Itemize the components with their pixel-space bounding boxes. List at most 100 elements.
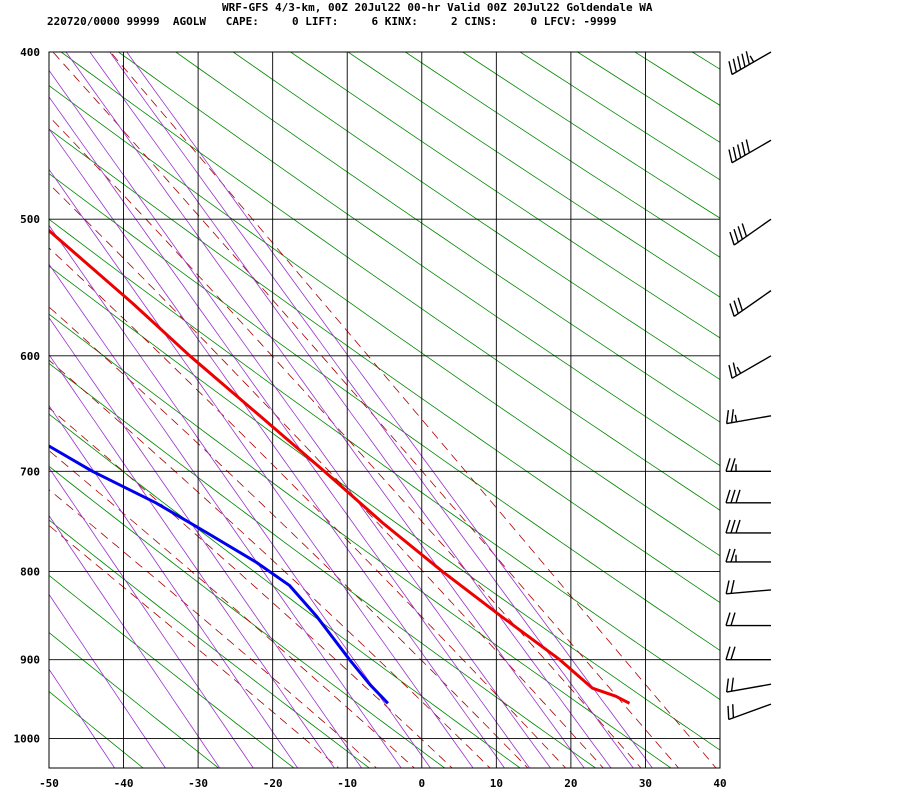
y-tick-label: 600 xyxy=(20,350,40,363)
moist-adiabat xyxy=(49,359,491,768)
wind-barb xyxy=(728,51,772,76)
dry-adiabat xyxy=(49,413,521,768)
y-tick-label: 900 xyxy=(20,654,40,667)
y-tick-label: 400 xyxy=(20,46,40,59)
barb-feather xyxy=(737,226,743,240)
barb-feather xyxy=(730,519,736,534)
barb-feather xyxy=(730,489,736,503)
barb-feather xyxy=(730,458,736,472)
barb-staff xyxy=(731,355,772,379)
wind-barb xyxy=(725,458,771,473)
wind-barb xyxy=(725,612,771,627)
wind-barb xyxy=(725,579,772,595)
moist-adiabat xyxy=(49,115,642,768)
dry-adiabat xyxy=(60,52,720,511)
mixing-ratio-line xyxy=(49,514,221,768)
dry-adiabat xyxy=(49,574,295,768)
barb-staff xyxy=(733,290,772,318)
barb-feather xyxy=(730,646,736,660)
mixing-ratio-line xyxy=(49,263,402,768)
barb-feather xyxy=(745,139,751,153)
x-tick-label: -50 xyxy=(39,777,59,790)
barb-staff xyxy=(726,683,772,693)
y-tick-label: 700 xyxy=(20,465,40,478)
y-axis-ticks: 400 500 600 700 800 900 1000 xyxy=(14,46,41,746)
barb-feather xyxy=(741,223,748,237)
moist-adiabat xyxy=(49,450,415,768)
wind-barb xyxy=(728,355,772,379)
mixing-ratio-line xyxy=(49,404,299,768)
mixing-ratio-line xyxy=(49,224,431,768)
dry-adiabat xyxy=(347,52,720,298)
barb-feather xyxy=(735,519,741,534)
x-tick-label: 10 xyxy=(490,777,503,790)
mixing-ratio-line xyxy=(65,52,585,768)
barb-feather xyxy=(730,677,734,692)
mixing-ratio-line xyxy=(49,168,474,768)
dry-adiabat xyxy=(49,519,370,768)
mixing-ratio-line xyxy=(49,353,335,768)
barb-feather xyxy=(732,704,735,718)
mixing-ratio-line xyxy=(126,52,653,768)
dry-adiabat xyxy=(289,52,720,339)
y-tick-label: 500 xyxy=(20,213,40,226)
dry-adiabat xyxy=(49,465,446,768)
barb-staff xyxy=(731,51,772,76)
barb-feather xyxy=(732,362,738,376)
barb-feather xyxy=(736,56,742,70)
barb-feather xyxy=(725,678,730,693)
barb-feather xyxy=(725,548,731,563)
barb-feather xyxy=(728,149,733,163)
dry-adiabat xyxy=(49,631,220,768)
barb-feather xyxy=(730,579,735,594)
y-tick-label: 1000 xyxy=(14,733,41,746)
wind-barb xyxy=(725,409,772,425)
dry-adiabat xyxy=(49,85,720,557)
barb-feather xyxy=(725,489,731,503)
barb-staff xyxy=(733,218,772,246)
barb-feather xyxy=(725,519,731,534)
barb-staff xyxy=(726,415,772,425)
barb-feather xyxy=(732,58,738,73)
dry-adiabat xyxy=(49,313,672,768)
barb-feather xyxy=(727,705,730,720)
x-tick-label: 20 xyxy=(564,777,577,790)
wind-barbs xyxy=(725,51,772,721)
plot-frame xyxy=(48,51,721,769)
thermodynamic-background xyxy=(49,52,720,768)
barb-feather xyxy=(741,53,746,68)
dry-adiabat xyxy=(175,52,720,423)
x-tick-label: 30 xyxy=(639,777,652,790)
barb-half-feather xyxy=(734,414,738,423)
mixing-ratio-line xyxy=(109,52,634,768)
barb-feather xyxy=(735,489,741,503)
x-tick-label: -10 xyxy=(337,777,357,790)
moist-adiabat xyxy=(49,306,529,768)
y-tick-label: 800 xyxy=(20,565,40,578)
wind-barb xyxy=(729,218,772,246)
barb-half-feather xyxy=(749,55,755,63)
dry-adiabat xyxy=(576,52,720,143)
x-tick-label: 0 xyxy=(418,777,425,790)
barb-feather xyxy=(728,61,733,75)
moist-adiabat xyxy=(109,52,717,768)
barb-feather xyxy=(730,409,734,423)
mixing-ratio-line xyxy=(49,96,531,768)
wind-barb xyxy=(725,489,771,504)
dry-adiabat xyxy=(232,52,720,381)
barb-feather xyxy=(733,228,739,243)
moist-adiabat xyxy=(49,489,378,768)
wind-barb xyxy=(725,677,772,693)
dry-adiabat xyxy=(117,52,720,467)
barb-feather xyxy=(745,51,751,65)
barb-feather xyxy=(725,580,730,594)
barb-feather xyxy=(725,458,731,472)
barb-feather xyxy=(733,300,739,314)
mixing-ratio-line xyxy=(49,128,505,768)
barb-feather xyxy=(725,410,730,424)
dry-adiabat xyxy=(461,52,720,219)
wind-barb xyxy=(725,519,771,534)
barb-half-feather xyxy=(736,366,742,374)
x-tick-label: -40 xyxy=(114,777,134,790)
